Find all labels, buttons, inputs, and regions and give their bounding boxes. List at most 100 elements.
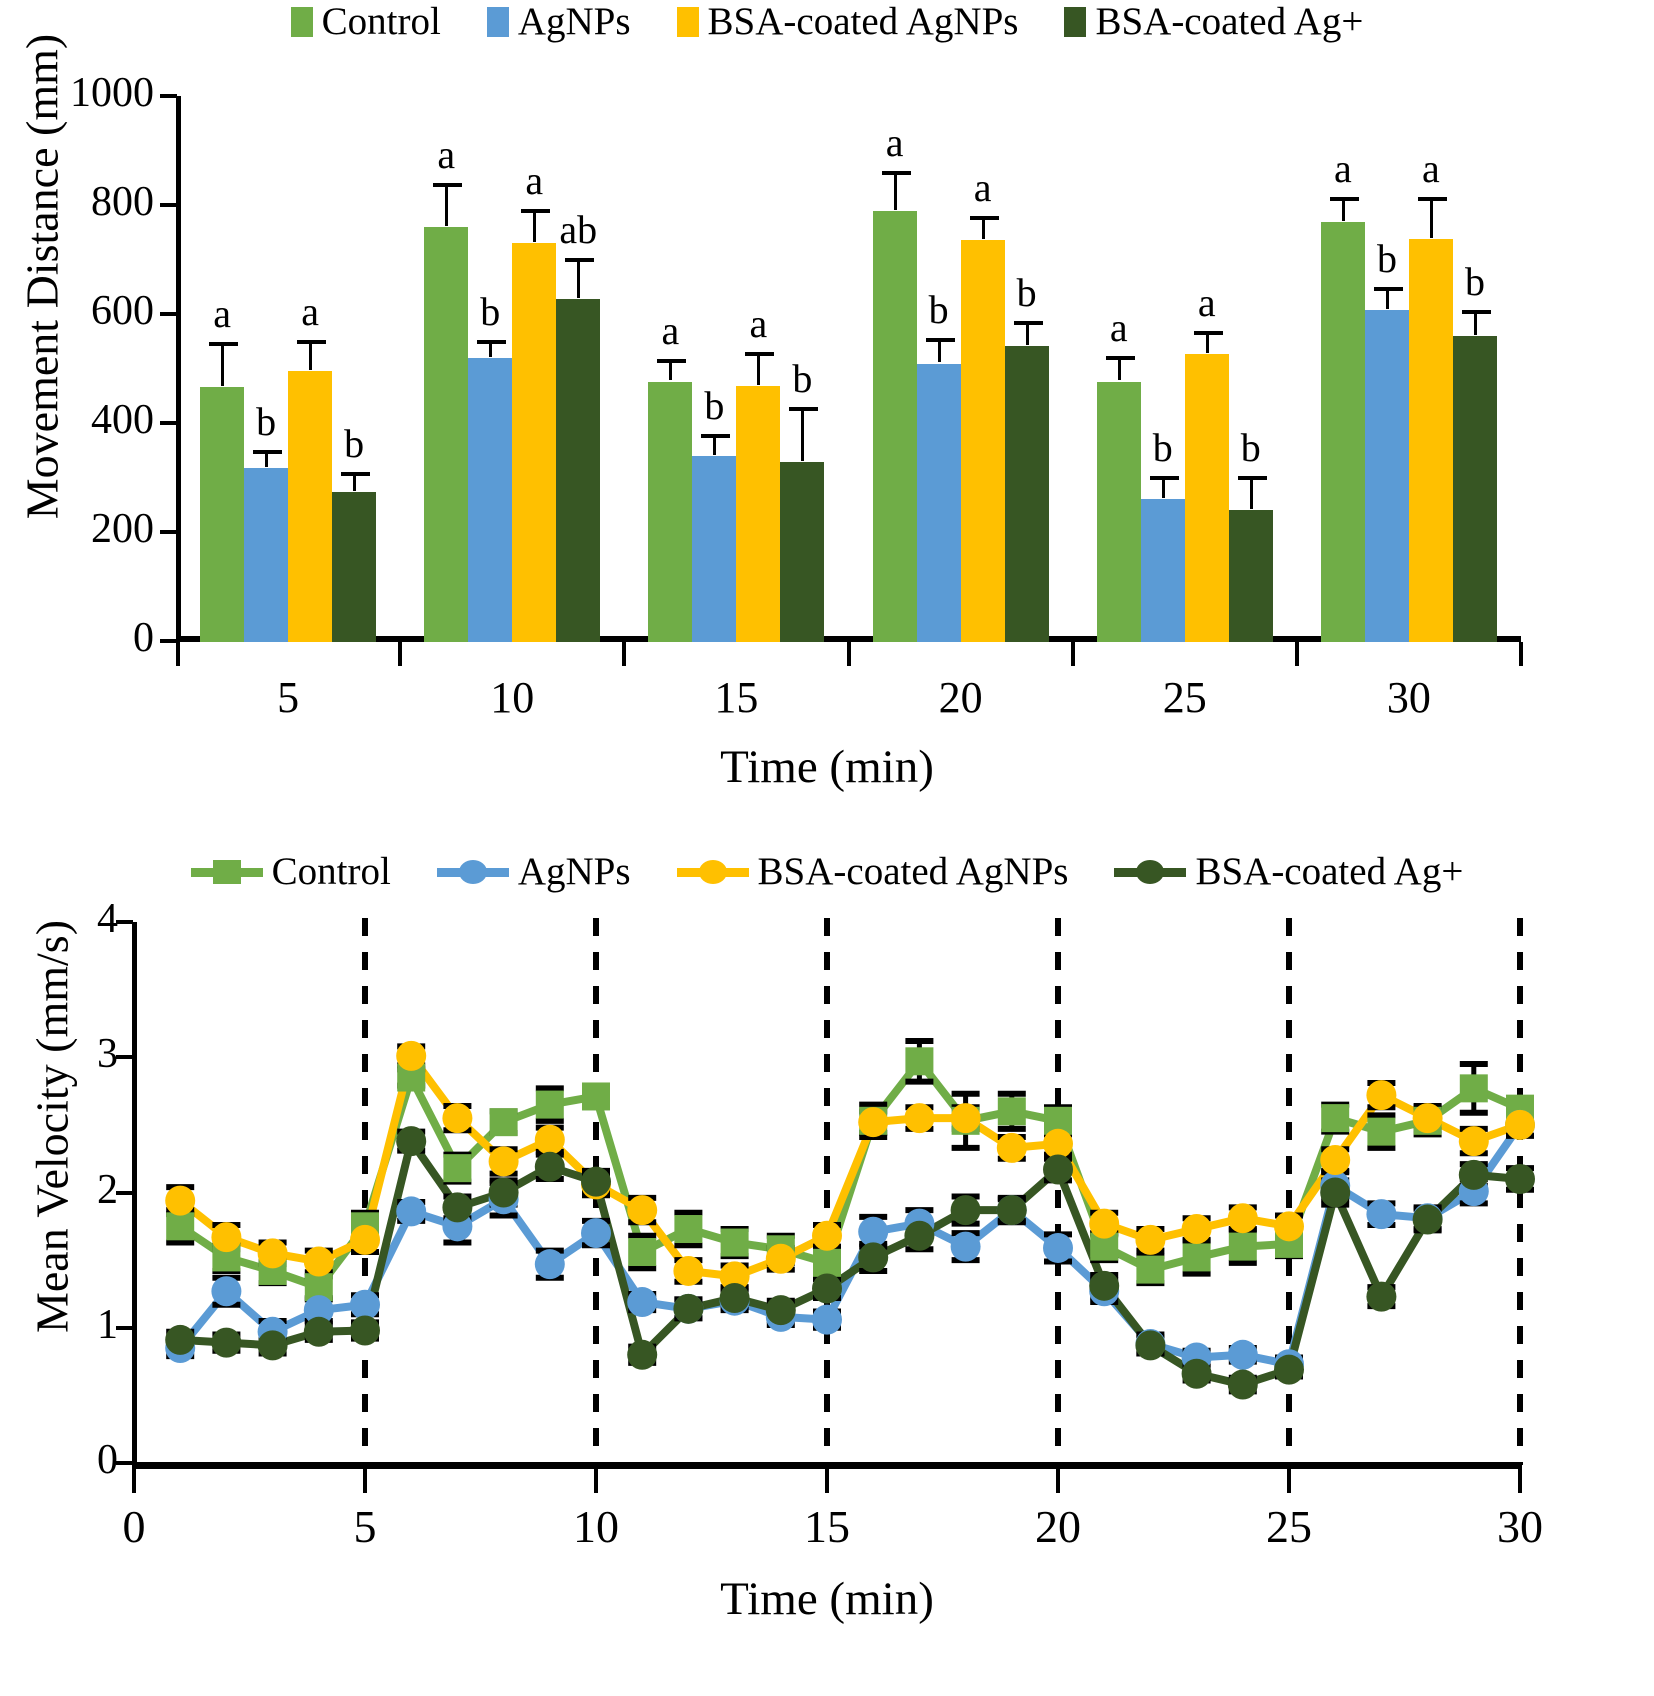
bar[interactable]	[692, 455, 737, 642]
data-point-marker[interactable]	[1366, 1199, 1397, 1230]
legend-item-control[interactable]: Control	[290, 2, 441, 41]
data-point-marker[interactable]	[1459, 1074, 1488, 1103]
data-point-marker[interactable]	[997, 1097, 1026, 1126]
bar[interactable]	[1004, 346, 1049, 642]
data-point-marker[interactable]	[950, 1231, 981, 1262]
data-point-marker[interactable]	[211, 1327, 242, 1358]
data-point-marker[interactable]	[350, 1315, 380, 1346]
data-point-marker[interactable]	[1043, 1154, 1073, 1185]
data-point-marker[interactable]	[1320, 1145, 1351, 1176]
bar[interactable]	[288, 370, 333, 642]
data-point-marker[interactable]	[719, 1282, 750, 1313]
bar[interactable]	[648, 381, 693, 642]
legend-item-control[interactable]: Control	[190, 852, 391, 891]
data-point-marker[interactable]	[1412, 1204, 1443, 1235]
legend-item-bsa-coated-agnps[interactable]: BSA-coated AgNPs	[676, 852, 1068, 891]
data-point-marker[interactable]	[1366, 1281, 1397, 1312]
data-point-marker[interactable]	[1043, 1232, 1073, 1263]
bar[interactable]	[424, 226, 469, 642]
data-point-marker[interactable]	[396, 1126, 427, 1157]
data-point-marker[interactable]	[442, 1103, 473, 1134]
bar[interactable]	[200, 386, 245, 642]
bar[interactable]	[916, 363, 961, 642]
data-point-marker[interactable]	[1135, 1330, 1166, 1361]
data-point-marker[interactable]	[904, 1103, 935, 1134]
data-point-marker[interactable]	[950, 1195, 981, 1226]
legend-item-agnps[interactable]: AgNPs	[486, 2, 631, 41]
bar[interactable]	[780, 462, 825, 642]
bar[interactable]	[1452, 335, 1497, 642]
data-point-marker[interactable]	[1228, 1232, 1257, 1261]
data-point-marker[interactable]	[257, 1238, 288, 1269]
data-point-marker[interactable]	[1227, 1339, 1258, 1370]
bar[interactable]	[736, 385, 781, 642]
data-point-marker[interactable]	[211, 1276, 242, 1307]
bar[interactable]	[244, 467, 289, 642]
bar[interactable]	[1140, 499, 1185, 642]
data-point-marker[interactable]	[1135, 1224, 1166, 1255]
data-point-marker[interactable]	[813, 1248, 841, 1277]
bar[interactable]	[872, 211, 917, 642]
data-point-marker[interactable]	[1458, 1126, 1489, 1157]
data-point-marker[interactable]	[1412, 1103, 1443, 1134]
data-point-marker[interactable]	[303, 1246, 334, 1277]
data-point-marker[interactable]	[396, 1040, 427, 1071]
legend-item-agnps[interactable]: AgNPs	[436, 852, 631, 891]
bar[interactable]	[1228, 509, 1273, 642]
data-point-marker[interactable]	[1182, 1243, 1211, 1272]
data-point-marker[interactable]	[812, 1220, 842, 1251]
data-point-marker[interactable]	[628, 1238, 657, 1267]
data-point-marker[interactable]	[1320, 1177, 1351, 1208]
data-point-marker[interactable]	[627, 1195, 658, 1226]
bar[interactable]	[512, 243, 557, 642]
data-point-marker[interactable]	[581, 1166, 611, 1197]
data-point-marker[interactable]	[1089, 1270, 1120, 1301]
data-point-marker[interactable]	[534, 1249, 565, 1280]
data-point-marker[interactable]	[950, 1103, 981, 1134]
data-point-marker[interactable]	[396, 1196, 427, 1227]
legend-item-bsa-coated-ag[interactable]: BSA-coated Ag+	[1064, 2, 1363, 41]
data-point-marker[interactable]	[1089, 1208, 1120, 1239]
data-point-marker[interactable]	[858, 1216, 889, 1247]
data-point-marker[interactable]	[534, 1124, 565, 1155]
legend-item-bsa-coated-ag[interactable]: BSA-coated Ag+	[1114, 852, 1463, 891]
data-point-marker[interactable]	[166, 1212, 195, 1241]
data-point-marker[interactable]	[211, 1222, 242, 1253]
data-point-marker[interactable]	[488, 1177, 519, 1208]
data-point-marker[interactable]	[1505, 1163, 1535, 1194]
data-point-marker[interactable]	[257, 1330, 288, 1361]
data-point-marker[interactable]	[627, 1287, 658, 1318]
data-point-marker[interactable]	[303, 1295, 334, 1326]
legend-item-bsa-coated-agnps[interactable]: BSA-coated AgNPs	[676, 2, 1018, 41]
data-point-marker[interactable]	[581, 1218, 611, 1249]
bar[interactable]	[556, 298, 601, 642]
data-point-marker[interactable]	[904, 1220, 935, 1251]
data-point-marker[interactable]	[488, 1146, 519, 1177]
data-point-marker[interactable]	[1458, 1159, 1489, 1190]
data-point-marker[interactable]	[1043, 1128, 1073, 1159]
data-point-marker[interactable]	[1366, 1080, 1397, 1111]
data-point-marker[interactable]	[582, 1082, 610, 1111]
data-point-marker[interactable]	[1227, 1369, 1258, 1400]
data-point-marker[interactable]	[905, 1047, 934, 1076]
data-point-marker[interactable]	[996, 1195, 1027, 1226]
data-point-marker[interactable]	[442, 1192, 473, 1223]
data-point-marker[interactable]	[996, 1132, 1027, 1163]
data-point-marker[interactable]	[1227, 1203, 1258, 1234]
data-point-marker[interactable]	[674, 1215, 703, 1244]
data-point-marker[interactable]	[1505, 1109, 1535, 1140]
bar[interactable]	[332, 492, 377, 642]
data-point-marker[interactable]	[535, 1090, 564, 1119]
data-point-marker[interactable]	[1367, 1117, 1396, 1146]
bar[interactable]	[960, 239, 1005, 642]
data-point-marker[interactable]	[1136, 1255, 1165, 1284]
bar[interactable]	[1364, 309, 1409, 642]
data-point-marker[interactable]	[673, 1255, 704, 1286]
data-point-marker[interactable]	[765, 1295, 796, 1326]
data-point-marker[interactable]	[720, 1228, 749, 1257]
data-point-marker[interactable]	[1274, 1354, 1304, 1385]
data-point-marker[interactable]	[165, 1324, 196, 1355]
bar[interactable]	[1184, 354, 1229, 642]
data-point-marker[interactable]	[812, 1304, 842, 1335]
data-point-marker[interactable]	[812, 1273, 842, 1304]
